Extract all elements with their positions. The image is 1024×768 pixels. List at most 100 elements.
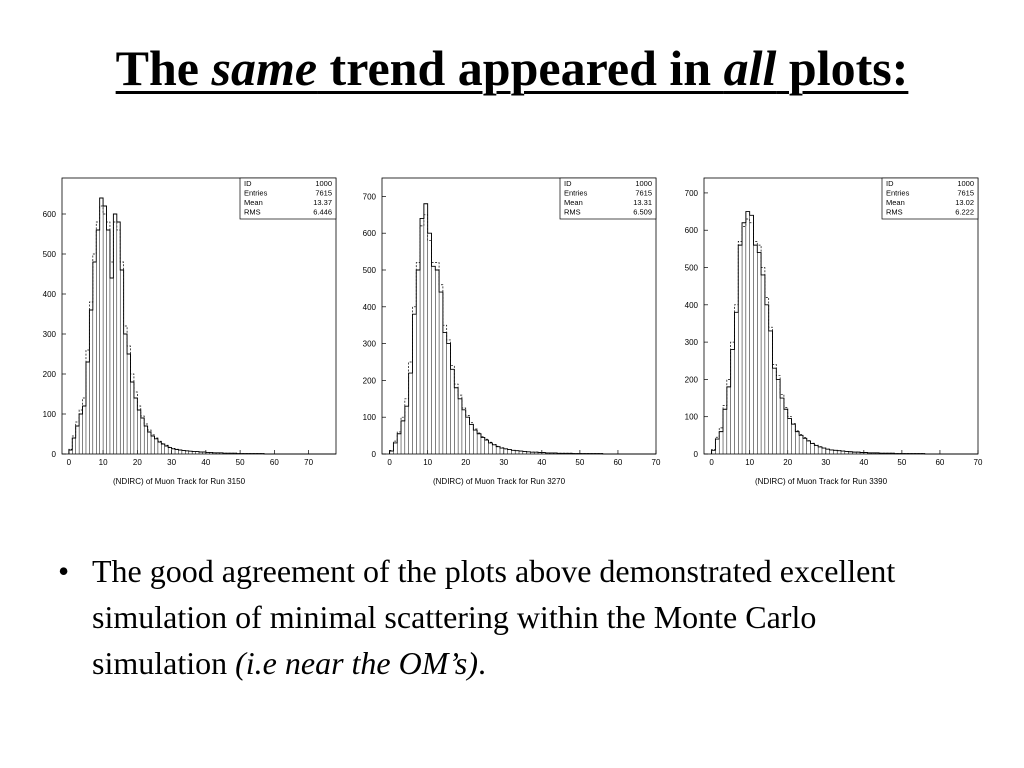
y-tick-label: 500 <box>685 264 699 273</box>
slide-title: The same trend appeared in all plots: <box>0 38 1024 98</box>
stats-value: 7615 <box>635 189 652 198</box>
x-axis-label: (NDIRC) of Muon Track for Run 3150 <box>113 477 246 486</box>
histogram-solid-series <box>68 197 336 455</box>
y-tick-label: 100 <box>685 413 699 422</box>
x-axis-label: (NDIRC) of Muon Track for Run 3390 <box>755 477 888 486</box>
stats-key: RMS <box>244 208 261 217</box>
title-part-5: plots: <box>776 40 909 96</box>
x-tick-label: 50 <box>897 458 906 467</box>
x-axis-label: (NDIRC) of Muon Track for Run 3270 <box>433 477 566 486</box>
x-tick-label: 30 <box>821 458 830 467</box>
bullet-marker: • <box>58 553 70 589</box>
x-tick-label: 50 <box>575 458 584 467</box>
y-tick-label: 600 <box>363 229 377 238</box>
stats-value: 1000 <box>315 179 332 188</box>
stats-key: Entries <box>886 189 910 198</box>
stats-box <box>559 177 657 220</box>
x-tick-label: 60 <box>270 458 279 467</box>
x-tick-label: 20 <box>133 458 142 467</box>
histogram-dashed-series <box>711 218 978 455</box>
stats-value: 6.222 <box>955 208 974 217</box>
x-tick-label: 60 <box>935 458 944 467</box>
stats-key: ID <box>564 179 572 188</box>
y-tick-label: 300 <box>363 340 377 349</box>
y-tick-label: 300 <box>685 338 699 347</box>
y-tick-label: 700 <box>363 192 377 201</box>
stats-key: Mean <box>886 198 905 207</box>
title-part-4: all <box>723 40 777 96</box>
stats-key: ID <box>244 179 252 188</box>
stats-value: 1000 <box>957 179 974 188</box>
histogram-dashed-series <box>68 205 336 455</box>
stats-box <box>881 177 979 220</box>
x-tick-label: 40 <box>537 458 546 467</box>
stats-value: 6.509 <box>633 208 652 217</box>
title-part-1: The <box>115 40 212 96</box>
stats-key: ID <box>886 179 894 188</box>
y-tick-label: 400 <box>363 303 377 312</box>
y-tick-label: 500 <box>363 266 377 275</box>
bullet-text: The good agreement of the plots above de… <box>92 553 896 681</box>
y-tick-label: 700 <box>685 189 699 198</box>
plot-frame <box>381 177 657 455</box>
x-tick-label: 0 <box>387 458 392 467</box>
y-tick-label: 100 <box>363 413 377 422</box>
stats-key: Mean <box>244 198 263 207</box>
x-tick-label: 10 <box>745 458 754 467</box>
stats-value: 13.02 <box>955 198 974 207</box>
y-tick-label: 200 <box>43 370 57 379</box>
histogram-solid-series <box>389 203 656 455</box>
stats-value: 1000 <box>635 179 652 188</box>
stats-value: 6.446 <box>313 208 332 217</box>
x-tick-label: 20 <box>783 458 792 467</box>
histogram-dashed-series <box>389 214 656 455</box>
y-tick-label: 0 <box>694 450 699 459</box>
stats-key: Mean <box>564 198 583 207</box>
bullet-italic: (i.e near the OM’s) <box>235 645 479 681</box>
stats-key: RMS <box>564 208 581 217</box>
y-tick-label: 300 <box>43 330 57 339</box>
stats-key: Entries <box>564 189 588 198</box>
x-tick-label: 20 <box>461 458 470 467</box>
stats-value: 7615 <box>957 189 974 198</box>
x-tick-label: 70 <box>652 458 661 467</box>
x-tick-label: 10 <box>99 458 108 467</box>
title-part-3: trend appeared in <box>317 40 724 96</box>
x-tick-label: 10 <box>423 458 432 467</box>
stats-key: RMS <box>886 208 903 217</box>
histogram-run-3270: 0 10 20 30 40 50 60 700100200300400500600700(ND… <box>363 177 661 486</box>
x-tick-label: 0 <box>709 458 714 467</box>
y-tick-label: 600 <box>685 226 699 235</box>
x-tick-label: 40 <box>859 458 868 467</box>
y-tick-label: 200 <box>685 375 699 384</box>
x-tick-label: 30 <box>167 458 176 467</box>
histogram-run-3390: 0 10 20 30 40 50 60 700100200300400500600700(ND… <box>685 177 983 486</box>
title-part-2: same <box>211 40 318 96</box>
x-tick-label: 30 <box>499 458 508 467</box>
x-tick-label: 40 <box>201 458 210 467</box>
slide-title-text: The same trend appeared in all plots: <box>116 40 909 96</box>
x-tick-label: 0 <box>67 458 72 467</box>
y-tick-label: 600 <box>43 210 57 219</box>
y-tick-label: 400 <box>685 301 699 310</box>
stats-value: 13.37 <box>313 198 332 207</box>
x-tick-label: 70 <box>974 458 983 467</box>
y-tick-label: 0 <box>52 450 57 459</box>
plot-frame <box>703 177 979 455</box>
stats-value: 13.31 <box>633 198 652 207</box>
y-tick-label: 500 <box>43 250 57 259</box>
bullet-end: . <box>478 645 487 681</box>
stats-value: 7615 <box>315 189 332 198</box>
y-tick-label: 100 <box>43 410 57 419</box>
bullet-list: • The good agreement of the plots above … <box>58 548 958 686</box>
histogram-run-3150: 0 10 20 30 40 50 60 70 0 100 200 300 400 500 600 (NDIRC… <box>43 177 337 486</box>
y-tick-label: 0 <box>372 450 377 459</box>
histogram-solid-series <box>711 211 978 455</box>
x-tick-label: 50 <box>236 458 245 467</box>
y-tick-label: 200 <box>363 376 377 385</box>
stats-box <box>239 177 337 220</box>
x-tick-label: 70 <box>304 458 313 467</box>
bullet-item: • The good agreement of the plots above … <box>58 548 958 686</box>
x-tick-label: 60 <box>613 458 622 467</box>
y-tick-label: 400 <box>43 290 57 299</box>
